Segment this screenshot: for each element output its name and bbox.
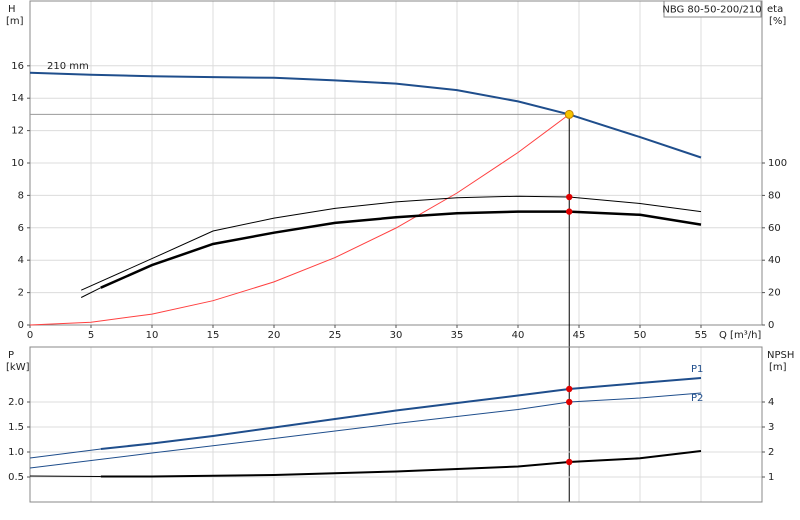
duty-dot [566,193,573,201]
y2-tick-label: 80 [768,190,781,201]
x-tick-label: 0 [27,330,33,341]
x-tick-label: 10 [146,330,159,341]
series-line [100,450,702,478]
series-line [29,113,570,326]
series-line [80,287,102,298]
duty-dot [566,398,573,406]
y-axis-unit: [kW] [6,362,30,373]
x-tick-label: 40 [512,330,525,341]
x-tick-label: 35 [451,330,464,341]
series-line [80,195,702,291]
y-axis-unit: [m] [6,16,24,27]
y-tick-label: 2 [18,288,24,299]
x-tick-label: 20 [268,330,281,341]
duty-dot [566,385,573,393]
y-axis-label: H [8,4,16,15]
x-tick-label: 55 [695,330,708,341]
series-line [29,71,702,159]
series-line [100,377,702,450]
series-label: 210 mm [47,61,89,72]
y-axis-label: P [8,350,14,361]
y2-tick-label: 4 [768,397,774,408]
y2-tick-label: 3 [768,422,774,433]
y2-tick-label: 60 [768,223,781,234]
y2-tick-label: 2 [768,447,774,458]
y-tick-label: 1.0 [8,447,24,458]
y2-axis-label: eta [767,4,783,15]
y-tick-label: 0.5 [8,472,24,483]
plot-frame [29,346,763,503]
duty-dot [566,208,573,215]
duty-dot [566,458,573,466]
y2-axis-label: NPSH [767,350,794,361]
y2-tick-label: 100 [768,158,787,169]
x-tick-label: 15 [207,330,220,341]
y-tick-label: 6 [18,223,24,234]
x-tick-label: 50 [634,330,647,341]
y2-tick-label: 40 [768,255,781,266]
x-tick-label: 45 [573,330,586,341]
y-tick-label: 10 [11,158,24,169]
y-tick-label: 0 [18,320,24,331]
duty-point [564,109,574,119]
series-label: P2 [691,393,703,404]
title-box [663,0,762,18]
chart-title: NBG 80-50-200/210 [662,5,761,16]
y2-tick-label: 0 [768,320,774,331]
y-tick-label: 16 [11,61,24,72]
series-line [29,448,101,459]
x-tick-label: 5 [88,330,94,341]
y2-tick-label: 1 [768,472,774,483]
y2-axis-unit: [m] [769,362,787,373]
y2-axis-unit: [%] [769,16,786,27]
y-tick-label: 12 [11,126,24,137]
y-tick-label: 14 [11,93,24,104]
x-tick-label: 30 [390,330,403,341]
y-tick-label: 1.5 [8,422,24,433]
y-tick-label: 2.0 [8,397,24,408]
x-axis-label: Q [m³/h] [719,330,761,341]
x-tick-label: 25 [329,330,342,341]
y-tick-label: 8 [18,190,24,201]
series-label: P1 [691,364,703,375]
y2-tick-label: 20 [768,288,781,299]
series-line [29,475,101,477]
series-line [100,210,702,289]
series-line [29,392,702,469]
y-tick-label: 4 [18,255,24,266]
